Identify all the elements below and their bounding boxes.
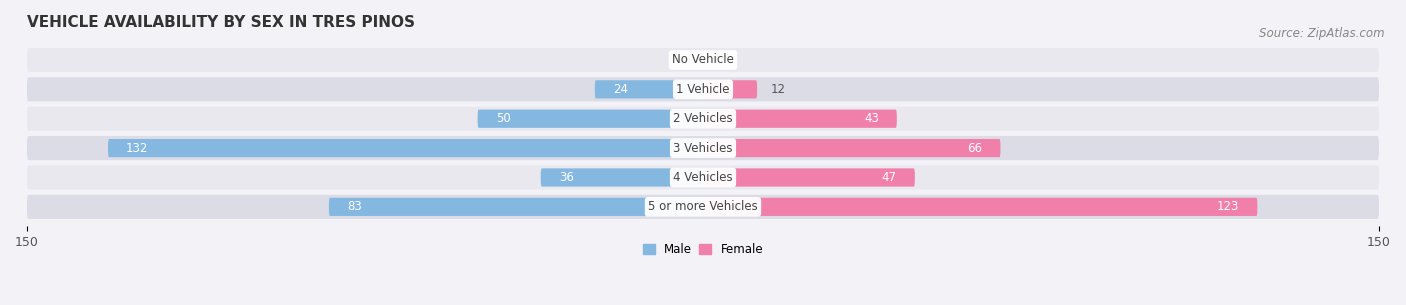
FancyBboxPatch shape — [27, 136, 1379, 160]
Text: VEHICLE AVAILABILITY BY SEX IN TRES PINOS: VEHICLE AVAILABILITY BY SEX IN TRES PINO… — [27, 15, 415, 30]
Text: 132: 132 — [127, 142, 149, 155]
FancyBboxPatch shape — [595, 80, 703, 99]
FancyBboxPatch shape — [703, 139, 1001, 157]
FancyBboxPatch shape — [27, 107, 1379, 131]
Text: 3 Vehicles: 3 Vehicles — [673, 142, 733, 155]
Text: 83: 83 — [347, 200, 361, 213]
FancyBboxPatch shape — [703, 168, 915, 187]
Text: 0: 0 — [686, 53, 695, 66]
Text: 36: 36 — [558, 171, 574, 184]
Text: 5 or more Vehicles: 5 or more Vehicles — [648, 200, 758, 213]
Text: 0: 0 — [711, 53, 720, 66]
FancyBboxPatch shape — [703, 109, 897, 128]
FancyBboxPatch shape — [27, 77, 1379, 101]
FancyBboxPatch shape — [703, 198, 1257, 216]
Text: 123: 123 — [1218, 200, 1239, 213]
FancyBboxPatch shape — [478, 109, 703, 128]
FancyBboxPatch shape — [27, 195, 1379, 219]
Text: Source: ZipAtlas.com: Source: ZipAtlas.com — [1260, 27, 1385, 41]
Text: 47: 47 — [882, 171, 897, 184]
Text: 24: 24 — [613, 83, 628, 96]
Text: 12: 12 — [770, 83, 786, 96]
Text: No Vehicle: No Vehicle — [672, 53, 734, 66]
FancyBboxPatch shape — [27, 48, 1379, 72]
FancyBboxPatch shape — [108, 139, 703, 157]
Text: 2 Vehicles: 2 Vehicles — [673, 112, 733, 125]
Text: 43: 43 — [863, 112, 879, 125]
FancyBboxPatch shape — [703, 80, 756, 99]
FancyBboxPatch shape — [541, 168, 703, 187]
Text: 66: 66 — [967, 142, 983, 155]
FancyBboxPatch shape — [329, 198, 703, 216]
Text: 1 Vehicle: 1 Vehicle — [676, 83, 730, 96]
Legend: Male, Female: Male, Female — [638, 238, 768, 261]
Text: 4 Vehicles: 4 Vehicles — [673, 171, 733, 184]
FancyBboxPatch shape — [27, 165, 1379, 189]
Text: 50: 50 — [496, 112, 510, 125]
